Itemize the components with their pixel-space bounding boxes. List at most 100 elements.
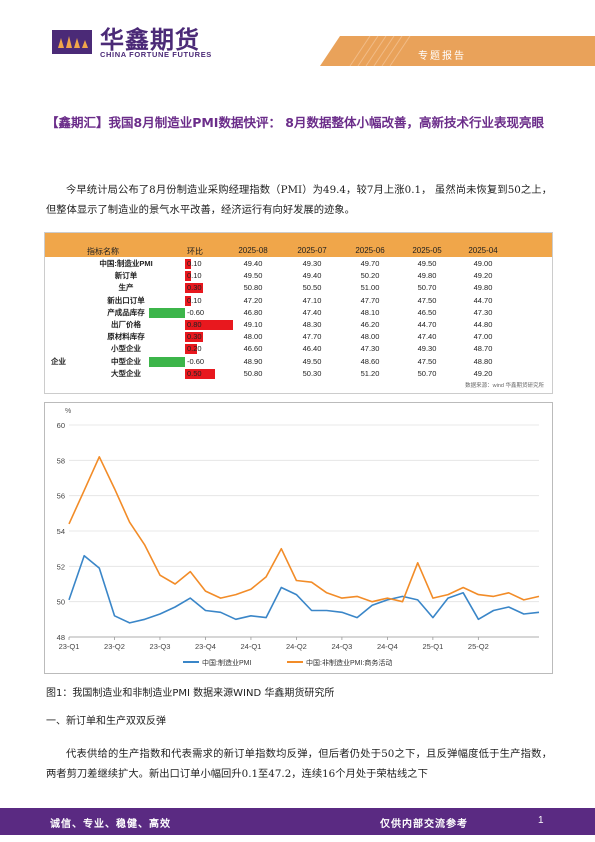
x-tick-label: 24-Q3 bbox=[331, 642, 352, 651]
table-row: 中国:制造业PMI 0.10 49.40 49.30 49.70 49.50 49.00 bbox=[45, 258, 552, 270]
row-value: 44.70 bbox=[417, 320, 437, 329]
col-header-2025-06: 2025-06 bbox=[355, 246, 385, 255]
col-header-2025-04: 2025-04 bbox=[468, 246, 498, 255]
row-value: 44.70 bbox=[473, 295, 493, 305]
row-value: 48.80 bbox=[473, 356, 493, 366]
row-name: 中型企业 bbox=[111, 356, 141, 366]
table-row: 企业 中型企业 -0.60 48.90 49.50 48.60 47.50 48.80 bbox=[45, 356, 552, 368]
section-paragraph: 代表供给的生产指数和代表需求的新订单指数均反弹，但后者仍处于50之下，且反弹幅度… bbox=[46, 748, 552, 780]
table-row: 出厂价格 0.80 49.10 48.30 46.20 44.70 44.80 bbox=[45, 319, 552, 331]
row-value: 51.20 bbox=[360, 368, 380, 378]
x-tick-label: 24-Q1 bbox=[241, 642, 262, 651]
row-value: 48.60 bbox=[360, 356, 380, 366]
row-value: 50.80 bbox=[243, 283, 263, 293]
change-bar bbox=[185, 259, 191, 269]
row-value: 48.00 bbox=[360, 332, 380, 342]
row-value: 49.20 bbox=[473, 271, 493, 281]
row-change: 0.30 bbox=[187, 332, 202, 342]
row-change: -0.60 bbox=[187, 356, 205, 366]
row-value: 50.70 bbox=[417, 368, 437, 378]
section-heading: 一、新订单和生产双双反弹 bbox=[46, 716, 166, 727]
row-value: 47.50 bbox=[417, 295, 437, 305]
figure-caption: 图1：我国制造业和非制造业PMI 数据来源WIND 华鑫期货研究所 bbox=[46, 688, 335, 699]
header-band bbox=[320, 36, 595, 66]
row-name: 新出口订单 bbox=[107, 295, 145, 305]
table-row: 生产 0.30 50.80 50.50 51.00 50.70 49.80 bbox=[45, 282, 552, 294]
row-value: 46.40 bbox=[302, 344, 322, 354]
row-value: 49.30 bbox=[302, 259, 322, 268]
change-bar bbox=[185, 344, 197, 355]
row-value: 51.00 bbox=[360, 283, 380, 293]
row-value: 49.50 bbox=[243, 271, 263, 281]
row-value: 47.30 bbox=[473, 307, 493, 317]
pmi-line-chart: % 48 50 52 54 56 58 60 23-Q1 23-Q2 23-Q3 23-Q4 24-Q1… bbox=[44, 402, 553, 674]
row-change: 0.80 bbox=[187, 320, 202, 329]
series-line-1 bbox=[68, 554, 540, 624]
row-value: 49.10 bbox=[243, 320, 263, 329]
row-name: 中国:制造业PMI bbox=[99, 259, 153, 268]
row-value: 47.10 bbox=[302, 295, 322, 305]
report-type-label: 专题报告 bbox=[418, 51, 466, 62]
row-name: 小型企业 bbox=[111, 344, 141, 354]
row-value: 46.80 bbox=[243, 307, 263, 317]
y-tick-label: 56 bbox=[57, 492, 65, 501]
row-value: 47.00 bbox=[473, 332, 493, 342]
row-value: 48.10 bbox=[360, 307, 380, 317]
x-tick-label: 25-Q2 bbox=[468, 642, 489, 651]
row-value: 50.70 bbox=[417, 283, 437, 293]
series-line-2 bbox=[68, 455, 540, 603]
change-bar bbox=[149, 307, 185, 318]
y-tick-label: 58 bbox=[57, 456, 65, 465]
report-title: 【鑫期汇】我国8月制造业PMI数据快评： 8月数据整体小幅改善，高新技术行业表现… bbox=[46, 115, 544, 130]
row-value: 49.40 bbox=[302, 271, 322, 281]
row-value: 49.50 bbox=[417, 259, 437, 268]
footer-bar bbox=[0, 808, 595, 835]
col-header-change: 环比 bbox=[187, 247, 203, 256]
table-row: 大型企业 0.50 50.80 50.30 51.20 50.70 49.20 bbox=[45, 368, 552, 380]
row-change: -0.60 bbox=[187, 307, 205, 317]
chart-svg: % 48 50 52 54 56 58 60 23-Q1 23-Q2 23-Q3 23-Q4 24-Q1… bbox=[57, 408, 540, 667]
change-bar bbox=[149, 356, 185, 367]
row-change: 0.50 bbox=[187, 368, 202, 378]
y-tick-label: 54 bbox=[57, 527, 65, 536]
x-tick-label: 24-Q2 bbox=[286, 642, 307, 651]
row-value: 48.70 bbox=[473, 344, 493, 354]
row-value: 49.80 bbox=[473, 283, 493, 293]
col-header-name: 指标名称 bbox=[87, 247, 119, 256]
legend-label: 中国:制造业PMI bbox=[202, 658, 251, 667]
pmi-table: 指标名称 环比 2025-08 2025-07 2025-06 2025-05 … bbox=[44, 232, 553, 394]
col-header-2025-05: 2025-05 bbox=[412, 246, 442, 255]
row-value: 50.50 bbox=[302, 283, 322, 293]
table-row: 产成品库存 -0.60 46.80 47.40 48.10 46.50 47.30 bbox=[45, 307, 552, 319]
y-tick-label: 50 bbox=[57, 598, 65, 607]
y-tick-label: 48 bbox=[57, 633, 65, 642]
change-bar bbox=[185, 271, 191, 282]
change-bar bbox=[185, 283, 203, 294]
row-change: 0.10 bbox=[187, 259, 202, 268]
row-value: 49.50 bbox=[302, 356, 322, 366]
row-change: 0.20 bbox=[187, 344, 202, 354]
row-value: 50.30 bbox=[302, 368, 322, 378]
table-header: 指标名称 环比 2025-08 2025-07 2025-06 2025-05 … bbox=[45, 233, 552, 257]
row-value: 49.20 bbox=[473, 368, 493, 378]
y-tick-label: 60 bbox=[57, 421, 65, 430]
table-source-note: 数据来源：wind 华鑫期货研究所 bbox=[465, 383, 544, 389]
x-tick-label: 24-Q4 bbox=[377, 642, 398, 651]
row-name: 出厂价格 bbox=[111, 320, 141, 329]
row-value: 50.20 bbox=[360, 271, 380, 281]
x-tick-label: 23-Q4 bbox=[195, 642, 216, 651]
row-change: 0.10 bbox=[187, 271, 202, 281]
row-name: 产成品库存 bbox=[107, 307, 145, 317]
row-value: 48.90 bbox=[243, 356, 263, 366]
brand-name: 华鑫期货 bbox=[100, 26, 200, 54]
y-tick-label: 52 bbox=[57, 562, 65, 571]
row-value: 49.70 bbox=[360, 259, 380, 268]
row-name: 新订单 bbox=[114, 271, 138, 281]
brand-name-en: CHINA FORTUNE FUTURES bbox=[100, 50, 212, 59]
company-logo-icon bbox=[52, 30, 92, 54]
row-value: 46.60 bbox=[243, 344, 263, 354]
col-header-2025-07: 2025-07 bbox=[297, 246, 327, 255]
table-row: 原材料库存 0.30 48.00 47.70 48.00 47.40 47.00 bbox=[45, 331, 552, 343]
row-value: 47.40 bbox=[302, 307, 322, 317]
row-name: 大型企业 bbox=[111, 368, 141, 378]
